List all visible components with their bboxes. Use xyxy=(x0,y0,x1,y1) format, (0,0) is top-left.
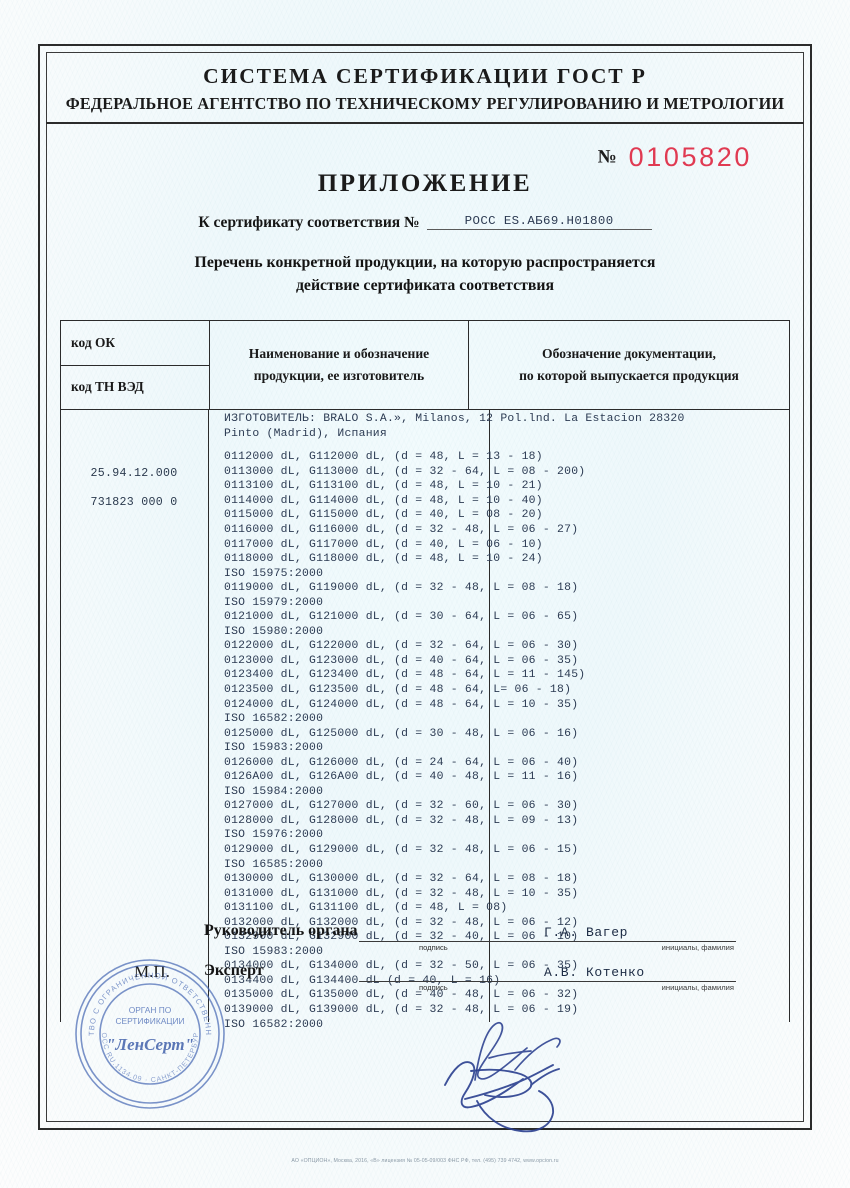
outer-border xyxy=(38,44,812,1130)
product-row: 0126A00 dL, G126A00 dL, (d = 40 - 48, L … xyxy=(224,771,579,784)
product-list: ИЗГОТОВИТЕЛЬ: BRALO S.A.», Milanos, 12 P… xyxy=(210,412,788,1032)
product-row: 0113000 dL, G113000 dL, (d = 32 - 64, L … xyxy=(224,465,586,478)
product-table-header: код ОК код ТН ВЭД Наименование и обознач… xyxy=(60,320,790,411)
standard-row: ISO 15983:2000 xyxy=(224,945,324,958)
header-tnved-code: код ТН ВЭД xyxy=(71,379,144,395)
product-row: 0119000 dL, G119000 dL, (d = 32 - 48, L … xyxy=(224,582,579,595)
signature-line-head xyxy=(359,941,736,943)
printer-footer: АО «ОПЦИОН», Москва, 2016, «В» лицензия … xyxy=(291,1158,559,1164)
product-row: 0121000 dL, G121000 dL, (d = 30 - 64, L … xyxy=(224,611,579,624)
number-value: 0105820 xyxy=(628,142,752,173)
header-name-line-2: продукции, ее изготовитель xyxy=(253,368,425,384)
product-row: 0131100 dL, G131100 dL, (d = 48, L = 08) xyxy=(224,902,508,915)
standard-row: ISO 16585:2000 xyxy=(224,858,324,871)
signature-name-head: Г.А. Вагер xyxy=(544,925,629,941)
column-codes: код ОК код ТН ВЭД xyxy=(61,321,210,410)
table-divider-codes xyxy=(208,410,209,1023)
manufacturer-line: ИЗГОТОВИТЕЛЬ: BRALO S.A.», Milanos, 12 P… xyxy=(224,413,685,426)
product-row: 0128000 dL, G128000 dL, (d = 32 - 48, L … xyxy=(224,814,579,827)
agency-title: ФЕДЕРАЛЬНОЕ АГЕНТСТВО ПО ТЕХНИЧЕСКОМУ РЕ… xyxy=(65,94,785,114)
name-caption-head: инициалы, фамилия xyxy=(661,943,734,953)
product-row: 0123000 dL, G123000 dL, (d = 40 - 64, L … xyxy=(224,654,579,667)
product-row: 0116000 dL, G116000 dL, (d = 32 - 48, L … xyxy=(224,523,579,536)
table-divider-documentation xyxy=(489,410,490,1023)
signature-name-expert: А.В. Котенко xyxy=(544,965,645,981)
standard-row: ISO 15979:2000 xyxy=(224,596,324,609)
signature-role-head: Руководитель органа xyxy=(204,922,358,940)
product-row: 0114000 dL, G114000 dL, (d = 48, L = 10 … xyxy=(224,494,543,507)
product-row: 0135000 dL, G135000 dL, (d = 40 - 48, L … xyxy=(224,989,579,1002)
header-name-line-1: Наименование и обозначение xyxy=(248,346,430,362)
signature-row-expert: Эксперт подпись А.В. Котенко инициалы, ф… xyxy=(74,960,776,1000)
product-row: 0126000 dL, G126000 dL, (d = 24 - 64, L … xyxy=(224,756,579,769)
header-doc-line-2: по которой выпускается продукция xyxy=(519,368,739,384)
inner-border xyxy=(46,52,804,1122)
product-row: 0129000 dL, G129000 dL, (d = 32 - 48, L … xyxy=(224,844,579,856)
standard-row: ISO 15984:2000 xyxy=(224,785,324,798)
system-title: СИСТЕМА СЕРТИФИКАЦИИ ГОСТ Р xyxy=(203,64,647,88)
product-row: 0134000 dL, G134000 dL, (d = 32 - 50, L … xyxy=(224,960,579,973)
product-row: 0122000 dL, G122000 dL, (d = 32 - 64, L … xyxy=(224,640,579,653)
tnved-code-value: 731823 000 0 xyxy=(90,495,178,509)
standard-row: ISO 15983:2000 xyxy=(224,742,324,755)
product-row: 0124000 dL, G124000 dL, (d = 48 - 64, L … xyxy=(224,698,579,711)
document-content: СИСТЕМА СЕРТИФИКАЦИИ ГОСТ Р ФЕДЕРАЛЬНОЕ … xyxy=(46,52,804,1122)
certificate-reference: К сертификату соответствия № РОСС ES.АБ69… xyxy=(46,214,804,233)
header-doc-line-1: Обозначение документации, xyxy=(542,346,716,362)
code-cell: 25.94.12.000 731823 000 0 xyxy=(60,460,208,517)
ok-code-value: 25.94.12.000 xyxy=(90,467,178,481)
product-row: 0139000 dL, G139000 dL, (d = 32 - 48, L … xyxy=(224,1004,579,1017)
signature-line-expert xyxy=(359,981,736,983)
subtitle-line-2: действие сертификата соответствия xyxy=(295,277,555,295)
product-row: 0123400 dL, G123400 dL, (d = 48 - 64, L … xyxy=(224,669,586,682)
certificate-reference-label: К сертификату соответствия № xyxy=(198,214,420,232)
table-border-left xyxy=(60,410,61,1023)
subtitle-line-1: Перечень конкретной продукции, на котору… xyxy=(194,254,656,272)
signature-block: М.П. Руководитель органа подпись Г.А. Ва… xyxy=(74,920,776,1008)
certificate-reference-value: РОСС ES.АБ69.Н01800 xyxy=(426,214,652,231)
document-subtitle: Перечень конкретной продукции, на котору… xyxy=(46,252,804,298)
product-row: 0134400 dL, G134400 dL (d = 40, L = 16) xyxy=(224,974,501,987)
product-row: 0117000 dL, G117000 dL, (d = 40, L = 06 … xyxy=(224,538,543,551)
signature-caption-expert: подпись xyxy=(419,983,448,993)
document-header: СИСТЕМА СЕРТИФИКАЦИИ ГОСТ Р ФЕДЕРАЛЬНОЕ … xyxy=(46,52,804,125)
manufacturer-line: Pinto (Madrid), Испания xyxy=(224,427,387,440)
product-row: 0113100 dL, G113100 dL, (d = 48, L = 10 … xyxy=(224,480,543,493)
product-table-body: 25.94.12.000 731823 000 0 ИЗГОТОВИТЕЛЬ: … xyxy=(60,410,790,1031)
number-symbol: № xyxy=(597,146,617,168)
standard-row: ISO 15976:2000 xyxy=(224,829,324,842)
column-product-name: Наименование и обозначение продукции, ее… xyxy=(210,321,469,410)
signature-row-head: Руководитель органа подпись Г.А. Вагер и… xyxy=(74,920,776,960)
product-row: 0132000 dL, G132000 dL, (d = 32 - 48, L … xyxy=(224,916,579,929)
product-row: 0127000 dL, G127000 dL, (d = 32 - 60, L … xyxy=(224,800,579,813)
list-spacer xyxy=(224,441,788,450)
header-ok-code: код ОК xyxy=(61,321,209,366)
column-documentation: Обозначение документации, по которой вып… xyxy=(469,321,789,409)
certificate-number: № 0105820 xyxy=(46,142,752,172)
standard-row: ISO 16582:2000 xyxy=(224,1018,324,1031)
product-row: 0125000 dL, G125000 dL, (d = 30 - 48, L … xyxy=(224,727,579,740)
standard-row: ISO 15975:2000 xyxy=(224,567,324,580)
product-row: 0131000 dL, G131000 dL, (d = 32 - 48, L … xyxy=(224,887,579,900)
signature-role-expert: Эксперт xyxy=(204,962,264,980)
product-row: 0118000 dL, G118000 dL, (d = 48, L = 10 … xyxy=(224,553,543,566)
product-row: 0112000 dL, G112000 dL, (d = 48, L = 13 … xyxy=(224,451,543,464)
product-row: 0132900 dL, G132900 dL, (d = 32 - 40, L … xyxy=(224,931,579,944)
page-title: ПРИЛОЖЕНИЕ xyxy=(317,170,533,198)
product-row: 0130000 dL, G130000 dL, (d = 32 - 64, L … xyxy=(224,873,579,886)
standard-row: ISO 16582:2000 xyxy=(224,713,324,726)
signature-caption-head: подпись xyxy=(419,943,448,953)
product-row: 0123500 dL, G123500 dL, (d = 48 - 64, L=… xyxy=(224,683,572,696)
name-caption-expert: инициалы, фамилия xyxy=(661,983,734,993)
standard-row: ISO 15980:2000 xyxy=(224,625,324,638)
table-border-right xyxy=(789,410,790,1023)
product-row: 0115000 dL, G115000 dL, (d = 40, L = 08 … xyxy=(224,509,543,522)
